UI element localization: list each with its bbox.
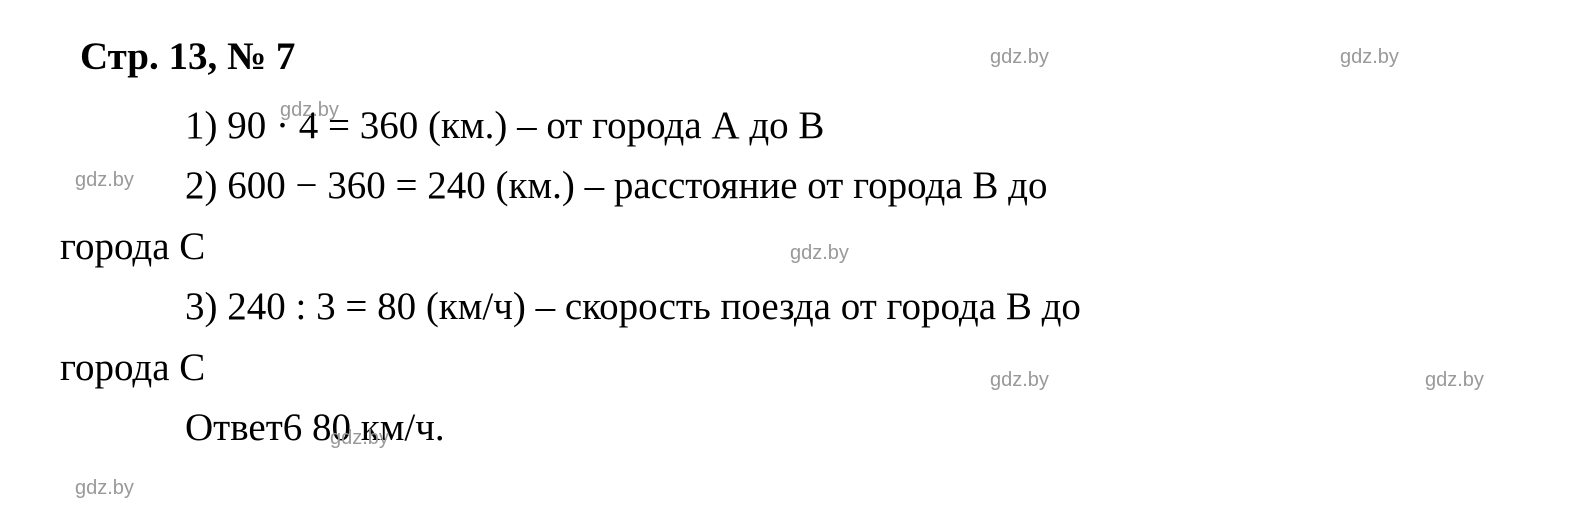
solution-step-3-continuation: города С — [40, 339, 1544, 398]
problem-number: № 7 — [227, 35, 295, 78]
watermark-text: gdz.by — [75, 473, 134, 503]
answer-line: Ответ6 80 км/ч. — [40, 399, 1544, 458]
problem-title: Стр. 13, № 7 — [40, 28, 1544, 87]
solution-step-1: 1) 90 · 4 = 360 (км.) – от города А до В — [40, 97, 1544, 156]
solution-step-2-continuation: города С — [40, 218, 1544, 277]
solution-step-3: 3) 240 : 3 = 80 (км/ч) – скорость поезда… — [40, 278, 1544, 337]
solution-step-2: 2) 600 − 360 = 240 (км.) – расстояние от… — [40, 157, 1544, 216]
page-ref: Стр. 13, — [80, 35, 217, 78]
